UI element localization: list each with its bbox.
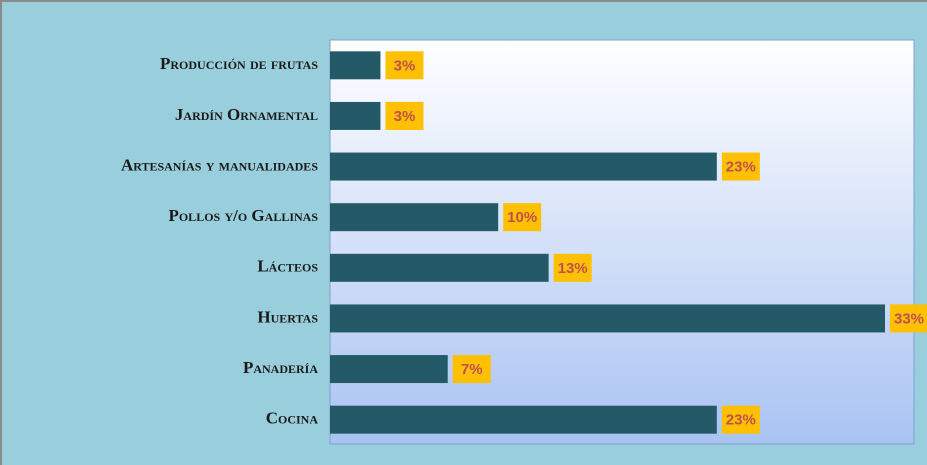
value-label-box [503, 203, 542, 232]
value-label: 23% [726, 159, 756, 176]
value-label-box [553, 253, 592, 282]
value-label-box [721, 152, 760, 181]
bar [330, 304, 885, 333]
category-label: Cocina [266, 409, 319, 428]
value-label-box [721, 405, 760, 434]
plot-area [329, 39, 915, 445]
value-label: 10% [507, 209, 537, 226]
value-label: 13% [558, 260, 588, 277]
value-label-box [452, 355, 491, 384]
category-label: Pollos y/o Gallinas [168, 206, 318, 225]
category-label: Panadería [243, 358, 318, 377]
bar [330, 51, 381, 80]
category-label: Jardín Ornamental [175, 105, 318, 124]
bar [330, 253, 549, 282]
value-label: 33% [894, 310, 924, 327]
bar [330, 152, 717, 181]
bar [330, 101, 381, 130]
category-label: Huertas [257, 307, 318, 326]
value-label: 3% [394, 108, 416, 125]
value-label-box [385, 101, 424, 130]
category-label: Producción de frutas [160, 54, 318, 73]
value-label: 7% [461, 361, 483, 378]
value-label: 23% [726, 412, 756, 429]
bar [330, 203, 499, 232]
bar [330, 405, 717, 434]
bar [330, 355, 448, 384]
value-label-box [385, 51, 424, 80]
category-label: Artesanías y manualidades [121, 155, 318, 174]
value-label-box [890, 304, 927, 333]
category-label: Lácteos [257, 257, 318, 276]
value-label: 3% [394, 57, 416, 74]
